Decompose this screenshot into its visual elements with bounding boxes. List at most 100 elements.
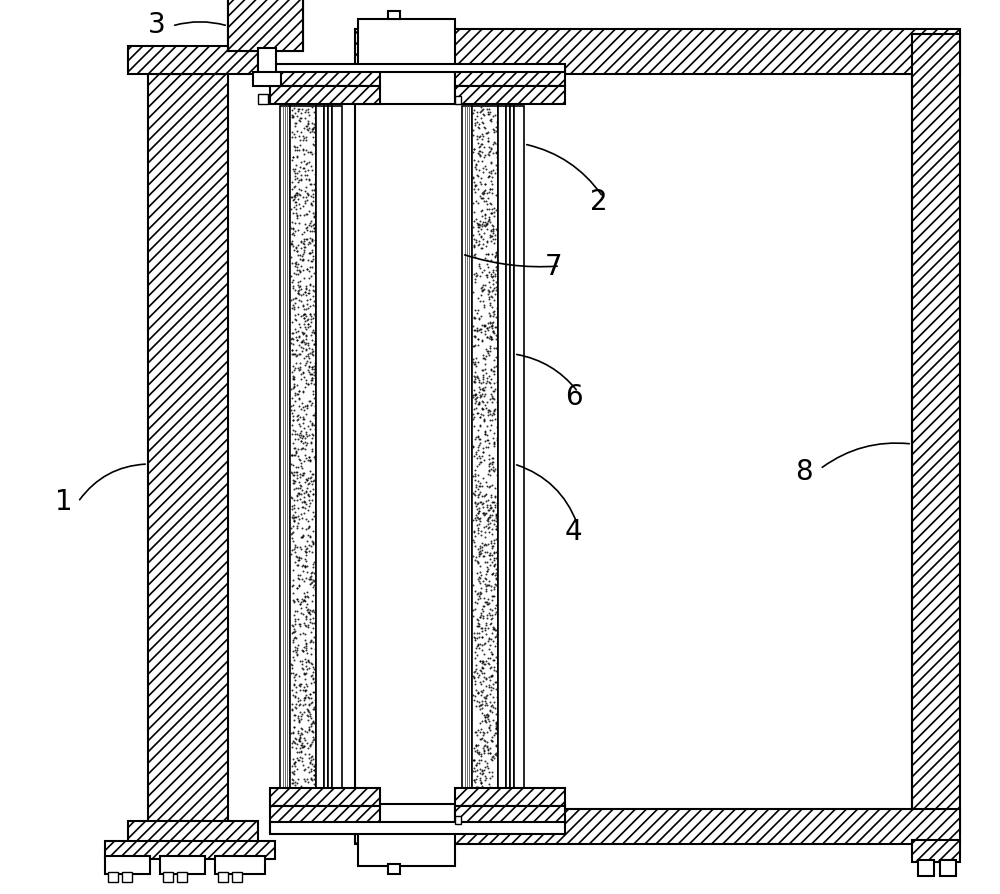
Point [285, 382, 301, 396]
Point [295, 254, 311, 268]
Point [481, 369, 497, 384]
Point [479, 419, 495, 434]
Point [306, 768, 322, 782]
Point [299, 224, 315, 238]
Point [487, 490, 503, 504]
Point [290, 300, 306, 315]
Point [484, 271, 500, 285]
Point [306, 450, 322, 464]
Point [487, 481, 503, 495]
Point [306, 308, 322, 322]
Point [474, 128, 490, 142]
Point [475, 741, 491, 755]
Point [470, 586, 486, 600]
Point [304, 594, 320, 608]
Point [287, 120, 303, 134]
Point [294, 468, 310, 483]
Point [483, 536, 499, 551]
Point [289, 110, 305, 124]
Point [286, 193, 302, 207]
Point [474, 401, 490, 416]
Point [467, 119, 483, 133]
Point [488, 511, 504, 526]
Point [475, 294, 491, 308]
Point [285, 194, 301, 208]
Point [297, 590, 313, 604]
Point [484, 318, 500, 333]
Point [295, 287, 311, 301]
Point [297, 619, 313, 633]
Point [297, 435, 313, 450]
Point [301, 394, 317, 409]
Bar [388, 12, 400, 20]
Point [299, 474, 315, 488]
Point [292, 265, 308, 279]
Point [306, 772, 322, 786]
Point [303, 475, 319, 489]
Point [484, 542, 500, 556]
Point [306, 566, 322, 580]
Point [480, 521, 496, 536]
Point [298, 641, 314, 655]
Point [286, 763, 302, 778]
Point [472, 261, 488, 275]
Point [304, 333, 320, 348]
Point [482, 704, 498, 718]
Point [290, 595, 306, 609]
Point [287, 690, 303, 704]
Point [471, 669, 487, 683]
Point [474, 654, 490, 668]
Point [302, 464, 318, 478]
Point [480, 514, 496, 528]
Point [484, 734, 500, 748]
Point [470, 339, 486, 353]
Point [480, 191, 496, 206]
Point [488, 255, 504, 269]
Point [474, 450, 490, 464]
Point [288, 631, 304, 645]
Point [475, 396, 491, 410]
Point [482, 746, 498, 760]
Point [480, 743, 496, 757]
Point [479, 269, 495, 283]
Point [489, 224, 505, 238]
Point [481, 141, 497, 156]
Point [486, 580, 502, 595]
Point [486, 206, 502, 220]
Point [300, 116, 316, 131]
Point [302, 146, 318, 160]
Point [294, 228, 310, 242]
Point [475, 402, 491, 417]
Point [469, 307, 485, 321]
Point [468, 658, 484, 672]
Point [471, 164, 487, 178]
Point [284, 449, 300, 463]
Point [292, 453, 308, 468]
Point [285, 519, 301, 534]
Point [307, 400, 323, 414]
Point [488, 249, 504, 263]
Point [287, 755, 303, 770]
Point [479, 554, 495, 569]
Point [285, 274, 301, 288]
Point [286, 609, 302, 623]
Point [296, 730, 312, 745]
Point [481, 460, 497, 474]
Point [304, 260, 320, 274]
Point [484, 396, 500, 410]
Point [303, 569, 319, 584]
Point [480, 134, 496, 148]
Point [299, 263, 315, 277]
Point [300, 703, 316, 717]
Point [470, 333, 486, 347]
Point [483, 224, 499, 238]
Point [473, 608, 489, 622]
Point [483, 535, 499, 549]
Point [465, 412, 481, 426]
Point [295, 144, 311, 158]
Point [467, 552, 483, 567]
Point [300, 286, 316, 300]
Point [285, 111, 301, 125]
Point [307, 407, 323, 421]
Point [472, 771, 488, 785]
